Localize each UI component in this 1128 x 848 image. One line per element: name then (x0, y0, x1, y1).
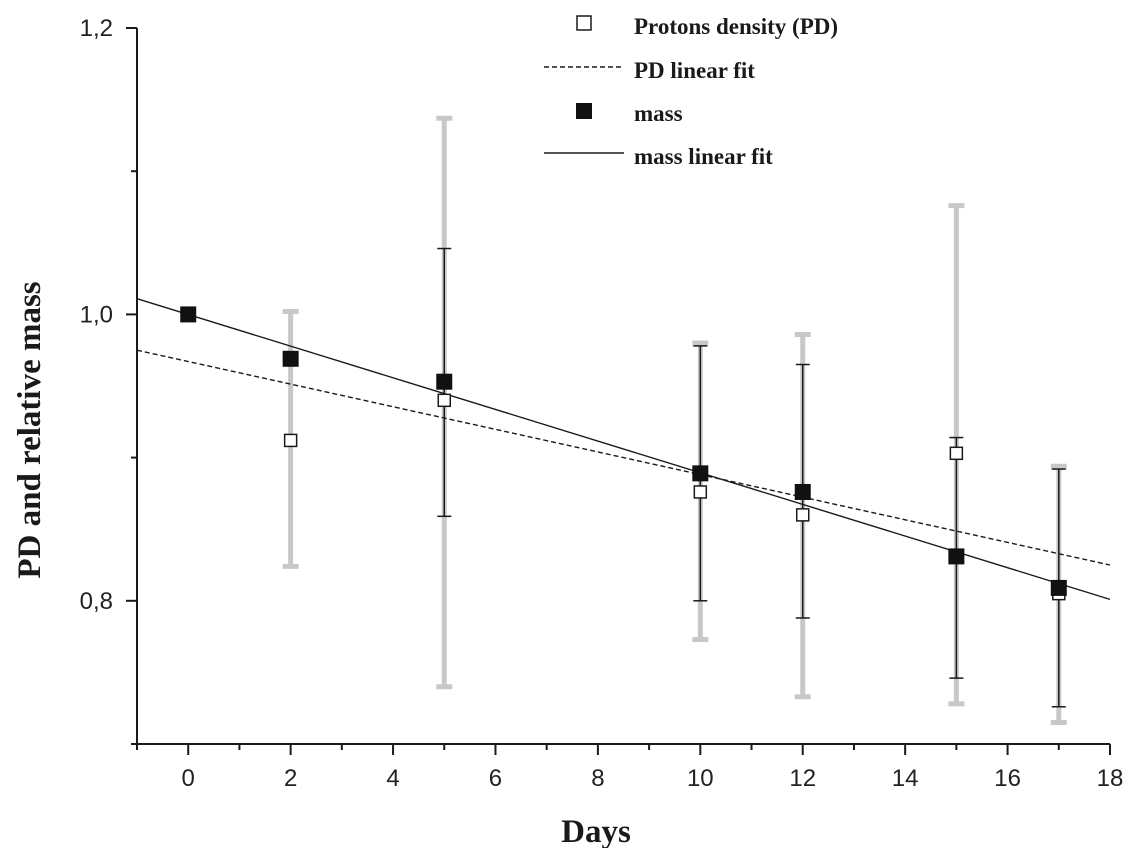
mass-linear-fit-line (136, 297, 1111, 601)
legend-label: PD linear fit (634, 58, 755, 83)
x-tick-label: 10 (687, 765, 714, 792)
mass-point (794, 483, 811, 500)
x-tick-label: 4 (386, 765, 399, 792)
mass-point (1050, 579, 1067, 596)
y-tick-label: 0,8 (80, 588, 113, 615)
axes (136, 28, 1110, 745)
x-tick-label: 14 (892, 765, 919, 792)
pd-error-bars (282, 115, 1067, 726)
pd-point (949, 446, 964, 461)
x-tick-label: 6 (489, 765, 502, 792)
y-tick-label: 1,2 (80, 15, 113, 42)
pd-points (283, 393, 1066, 601)
pd-point (795, 508, 810, 522)
x-tick-label: 2 (284, 765, 297, 792)
pd-point (693, 485, 708, 499)
x-tick-label: 16 (994, 765, 1021, 792)
legend-label: mass (634, 101, 683, 126)
mass-error-bars (437, 247, 1066, 708)
fit-lines (136, 297, 1111, 601)
x-axis-title: Days (561, 814, 631, 848)
y-ticks: 0,8 1,0 1,2 (80, 15, 137, 745)
legend: Protons density (PD) PD linear fit mass mas… (544, 14, 838, 169)
y-tick-label: 1,0 (80, 301, 113, 328)
x-tick-label: 12 (789, 765, 816, 792)
legend-filled-square-icon (576, 103, 592, 119)
x-ticks: 0 2 4 6 8 10 12 14 16 18 (136, 744, 1124, 792)
mass-point (180, 306, 197, 323)
legend-open-square-icon (576, 15, 592, 31)
x-tick-label: 8 (591, 765, 604, 792)
mass-point (436, 373, 453, 390)
pd-point (283, 433, 298, 448)
legend-label: Protons density (PD) (634, 14, 838, 39)
x-tick-label: 0 (182, 765, 195, 792)
mass-points (180, 306, 1067, 596)
legend-label: mass linear fit (634, 144, 773, 169)
x-tick-label: 18 (1097, 765, 1124, 792)
mass-point (282, 350, 299, 367)
mass-point (692, 465, 709, 482)
y-axis-title: PD and relative mass (12, 281, 48, 578)
pd-point (437, 393, 452, 408)
mass-point (948, 548, 965, 565)
pd-linear-fit-line (136, 349, 1111, 566)
